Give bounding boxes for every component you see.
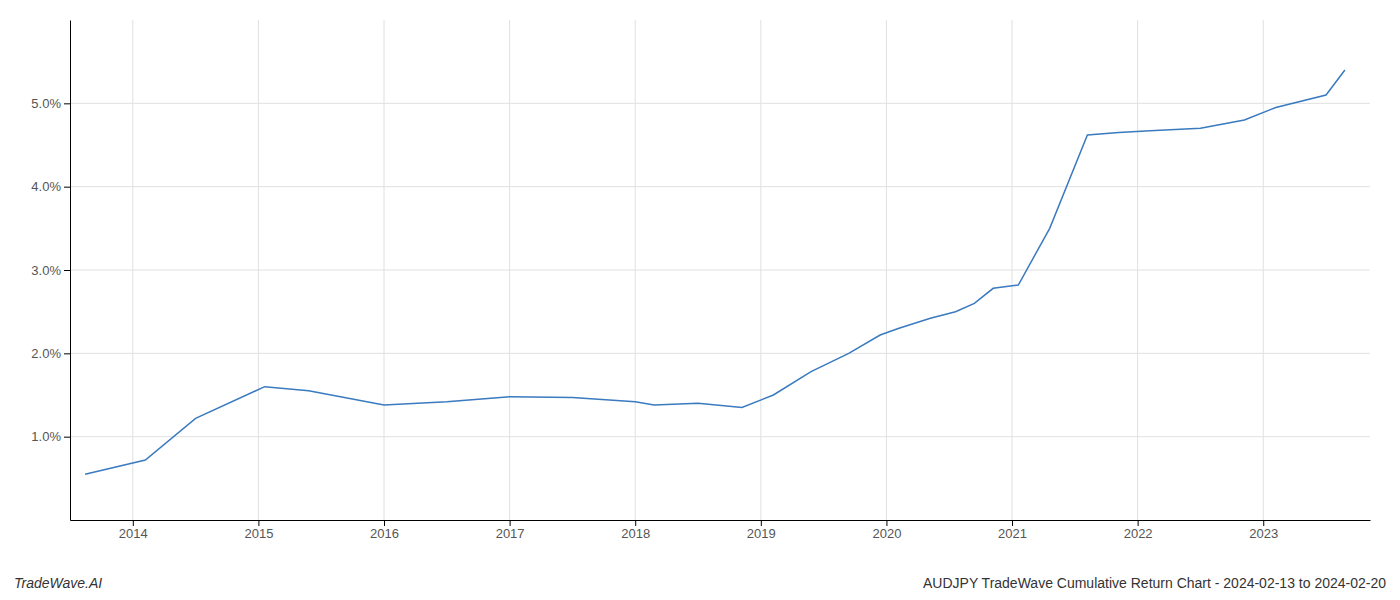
y-tick-label: 1.0% <box>31 429 61 444</box>
y-tick-mark <box>64 353 70 354</box>
grid-line-y <box>70 186 1370 187</box>
x-tick: 2014 <box>119 520 148 541</box>
x-tick-mark <box>761 520 762 526</box>
y-tick: 2.0% <box>31 346 70 361</box>
y-axis: 1.0% 2.0% 3.0% 4.0% 5.0% <box>31 21 70 521</box>
x-tick-mark <box>635 520 636 526</box>
x-tick: 2022 <box>1124 520 1153 541</box>
x-axis-line <box>71 520 1371 521</box>
x-tick-mark <box>1012 520 1013 526</box>
x-tick-label: 2017 <box>496 526 525 541</box>
y-tick-label: 3.0% <box>31 263 61 278</box>
y-tick: 3.0% <box>31 263 70 278</box>
watermark: TradeWave.AI <box>14 575 102 591</box>
y-tick-mark <box>64 103 70 104</box>
y-tick: 1.0% <box>31 429 70 444</box>
y-tick-label: 4.0% <box>31 179 61 194</box>
x-tick-mark <box>510 520 511 526</box>
x-tick-label: 2019 <box>747 526 776 541</box>
grid-line-y <box>70 103 1370 104</box>
y-tick-mark <box>64 437 70 438</box>
y-tick-label: 2.0% <box>31 346 61 361</box>
x-tick-label: 2018 <box>621 526 650 541</box>
y-tick-label: 5.0% <box>31 96 61 111</box>
x-tick-mark <box>258 520 259 526</box>
title: AUDJPY TradeWave Cumulative Return Chart… <box>923 575 1386 591</box>
x-axis: 2014 2015 2016 2017 2018 2019 2020 2021 2022 2023 <box>71 520 1371 541</box>
x-tick-mark <box>133 520 134 526</box>
x-tick: 2018 <box>621 520 650 541</box>
x-tick-mark <box>1138 520 1139 526</box>
x-tick-label: 2023 <box>1249 526 1278 541</box>
x-tick-label: 2022 <box>1124 526 1153 541</box>
x-tick-label: 2021 <box>998 526 1027 541</box>
x-tick: 2021 <box>998 520 1027 541</box>
x-tick: 2023 <box>1249 520 1278 541</box>
grid-line-y <box>70 353 1370 354</box>
x-tick-mark <box>1263 520 1264 526</box>
y-tick-mark <box>64 187 70 188</box>
x-tick: 2017 <box>496 520 525 541</box>
grid-line-y <box>70 270 1370 271</box>
y-axis-line <box>70 21 71 521</box>
plot-area <box>85 70 1345 474</box>
y-tick: 4.0% <box>31 179 70 194</box>
y-tick-mark <box>64 270 70 271</box>
x-tick-label: 2016 <box>370 526 399 541</box>
chart: 2014 2015 2016 2017 2018 2019 2020 2021 2022 2023… <box>0 0 1400 600</box>
x-tick-label: 2014 <box>119 526 148 541</box>
x-tick: 2015 <box>244 520 273 541</box>
y-tick: 5.0% <box>31 96 70 111</box>
x-tick: 2019 <box>747 520 776 541</box>
x-tick-mark <box>384 520 385 526</box>
x-tick: 2016 <box>370 520 399 541</box>
x-tick-mark <box>886 520 887 526</box>
grid-line-y <box>70 436 1370 437</box>
x-tick-label: 2020 <box>872 526 901 541</box>
grid <box>70 20 1370 520</box>
x-tick: 2020 <box>872 520 901 541</box>
line <box>85 70 1345 474</box>
x-tick-label: 2015 <box>244 526 273 541</box>
